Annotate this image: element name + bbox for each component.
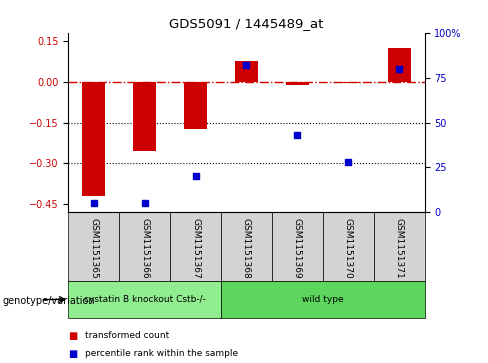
Bar: [286, 82, 309, 85]
Text: cystatin B knockout Cstb-/-: cystatin B knockout Cstb-/-: [84, 295, 205, 304]
Bar: [235, 61, 258, 82]
Bar: [374, 212, 425, 281]
Text: GSM1151365: GSM1151365: [89, 218, 98, 279]
Bar: [272, 212, 323, 281]
Bar: [82, 82, 105, 196]
Point: [243, 62, 250, 68]
Bar: [133, 82, 156, 151]
Point: [293, 132, 301, 138]
Text: genotype/variation: genotype/variation: [2, 296, 95, 306]
Text: GSM1151369: GSM1151369: [293, 218, 302, 279]
Bar: [221, 212, 272, 281]
Bar: [337, 82, 360, 83]
Bar: [184, 82, 207, 129]
Bar: [323, 212, 374, 281]
Text: wild type: wild type: [302, 295, 344, 304]
Text: GSM1151370: GSM1151370: [344, 218, 353, 279]
Bar: [170, 212, 221, 281]
Bar: [119, 212, 170, 281]
Point: [395, 66, 403, 72]
Title: GDS5091 / 1445489_at: GDS5091 / 1445489_at: [169, 17, 324, 30]
Text: GSM1151367: GSM1151367: [191, 218, 200, 279]
Point: [345, 159, 352, 165]
Text: transformed count: transformed count: [85, 331, 170, 340]
Text: GSM1151371: GSM1151371: [395, 218, 404, 279]
Bar: [68, 212, 119, 281]
Text: GSM1151366: GSM1151366: [140, 218, 149, 279]
Text: GSM1151368: GSM1151368: [242, 218, 251, 279]
Bar: [221, 281, 425, 318]
Point: [90, 200, 98, 206]
Bar: [68, 281, 221, 318]
Point: [192, 174, 200, 179]
Text: ■: ■: [68, 349, 78, 359]
Point: [141, 200, 148, 206]
Text: percentile rank within the sample: percentile rank within the sample: [85, 350, 239, 358]
Text: ■: ■: [68, 331, 78, 341]
Bar: [387, 48, 410, 82]
